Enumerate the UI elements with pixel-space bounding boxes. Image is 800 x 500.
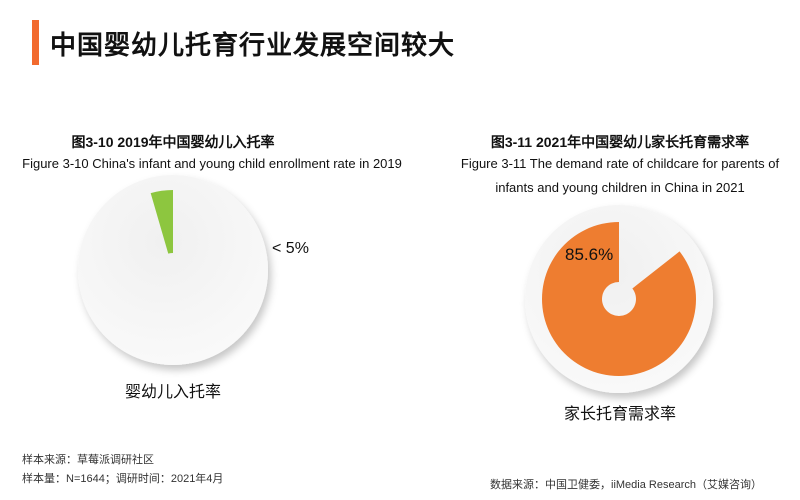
- chart1-subtitle: Figure 3-10 China's infant and young chi…: [22, 156, 402, 171]
- chart2-title: 图3-11 2021年中国婴幼儿家长托育需求率: [490, 134, 750, 150]
- chart2-subtitle-line2: infants and young children in China in 2…: [495, 180, 745, 195]
- chart1-title: 图3-10 2019年中国婴幼儿入托率: [71, 134, 275, 150]
- chart1-slice-enrollment: [150, 190, 173, 254]
- chart1-pie-base: [78, 175, 268, 365]
- title-accent-bar: [32, 20, 39, 65]
- chart1-data-label: < 5%: [272, 240, 309, 257]
- chart2-slice-demand: [542, 222, 697, 376]
- chart2-legend: 家长托育需求率: [563, 406, 676, 423]
- chart2-data-label: 85.6%: [565, 245, 614, 264]
- sample-source: 样本来源：草莓派调研社区: [22, 454, 154, 466]
- chart1-legend: 婴幼儿入托率: [124, 384, 221, 401]
- data-source: 数据来源：中国卫健委，iiMedia Research（艾媒咨询）: [490, 479, 762, 491]
- chart2-subtitle-line1: Figure 3-11 The demand rate of childcare…: [460, 156, 780, 171]
- page-title: 中国婴幼儿托育行业发展空间较大: [50, 30, 456, 60]
- sample-size: 样本量：N=1644；调研时间：2021年4月: [22, 473, 224, 485]
